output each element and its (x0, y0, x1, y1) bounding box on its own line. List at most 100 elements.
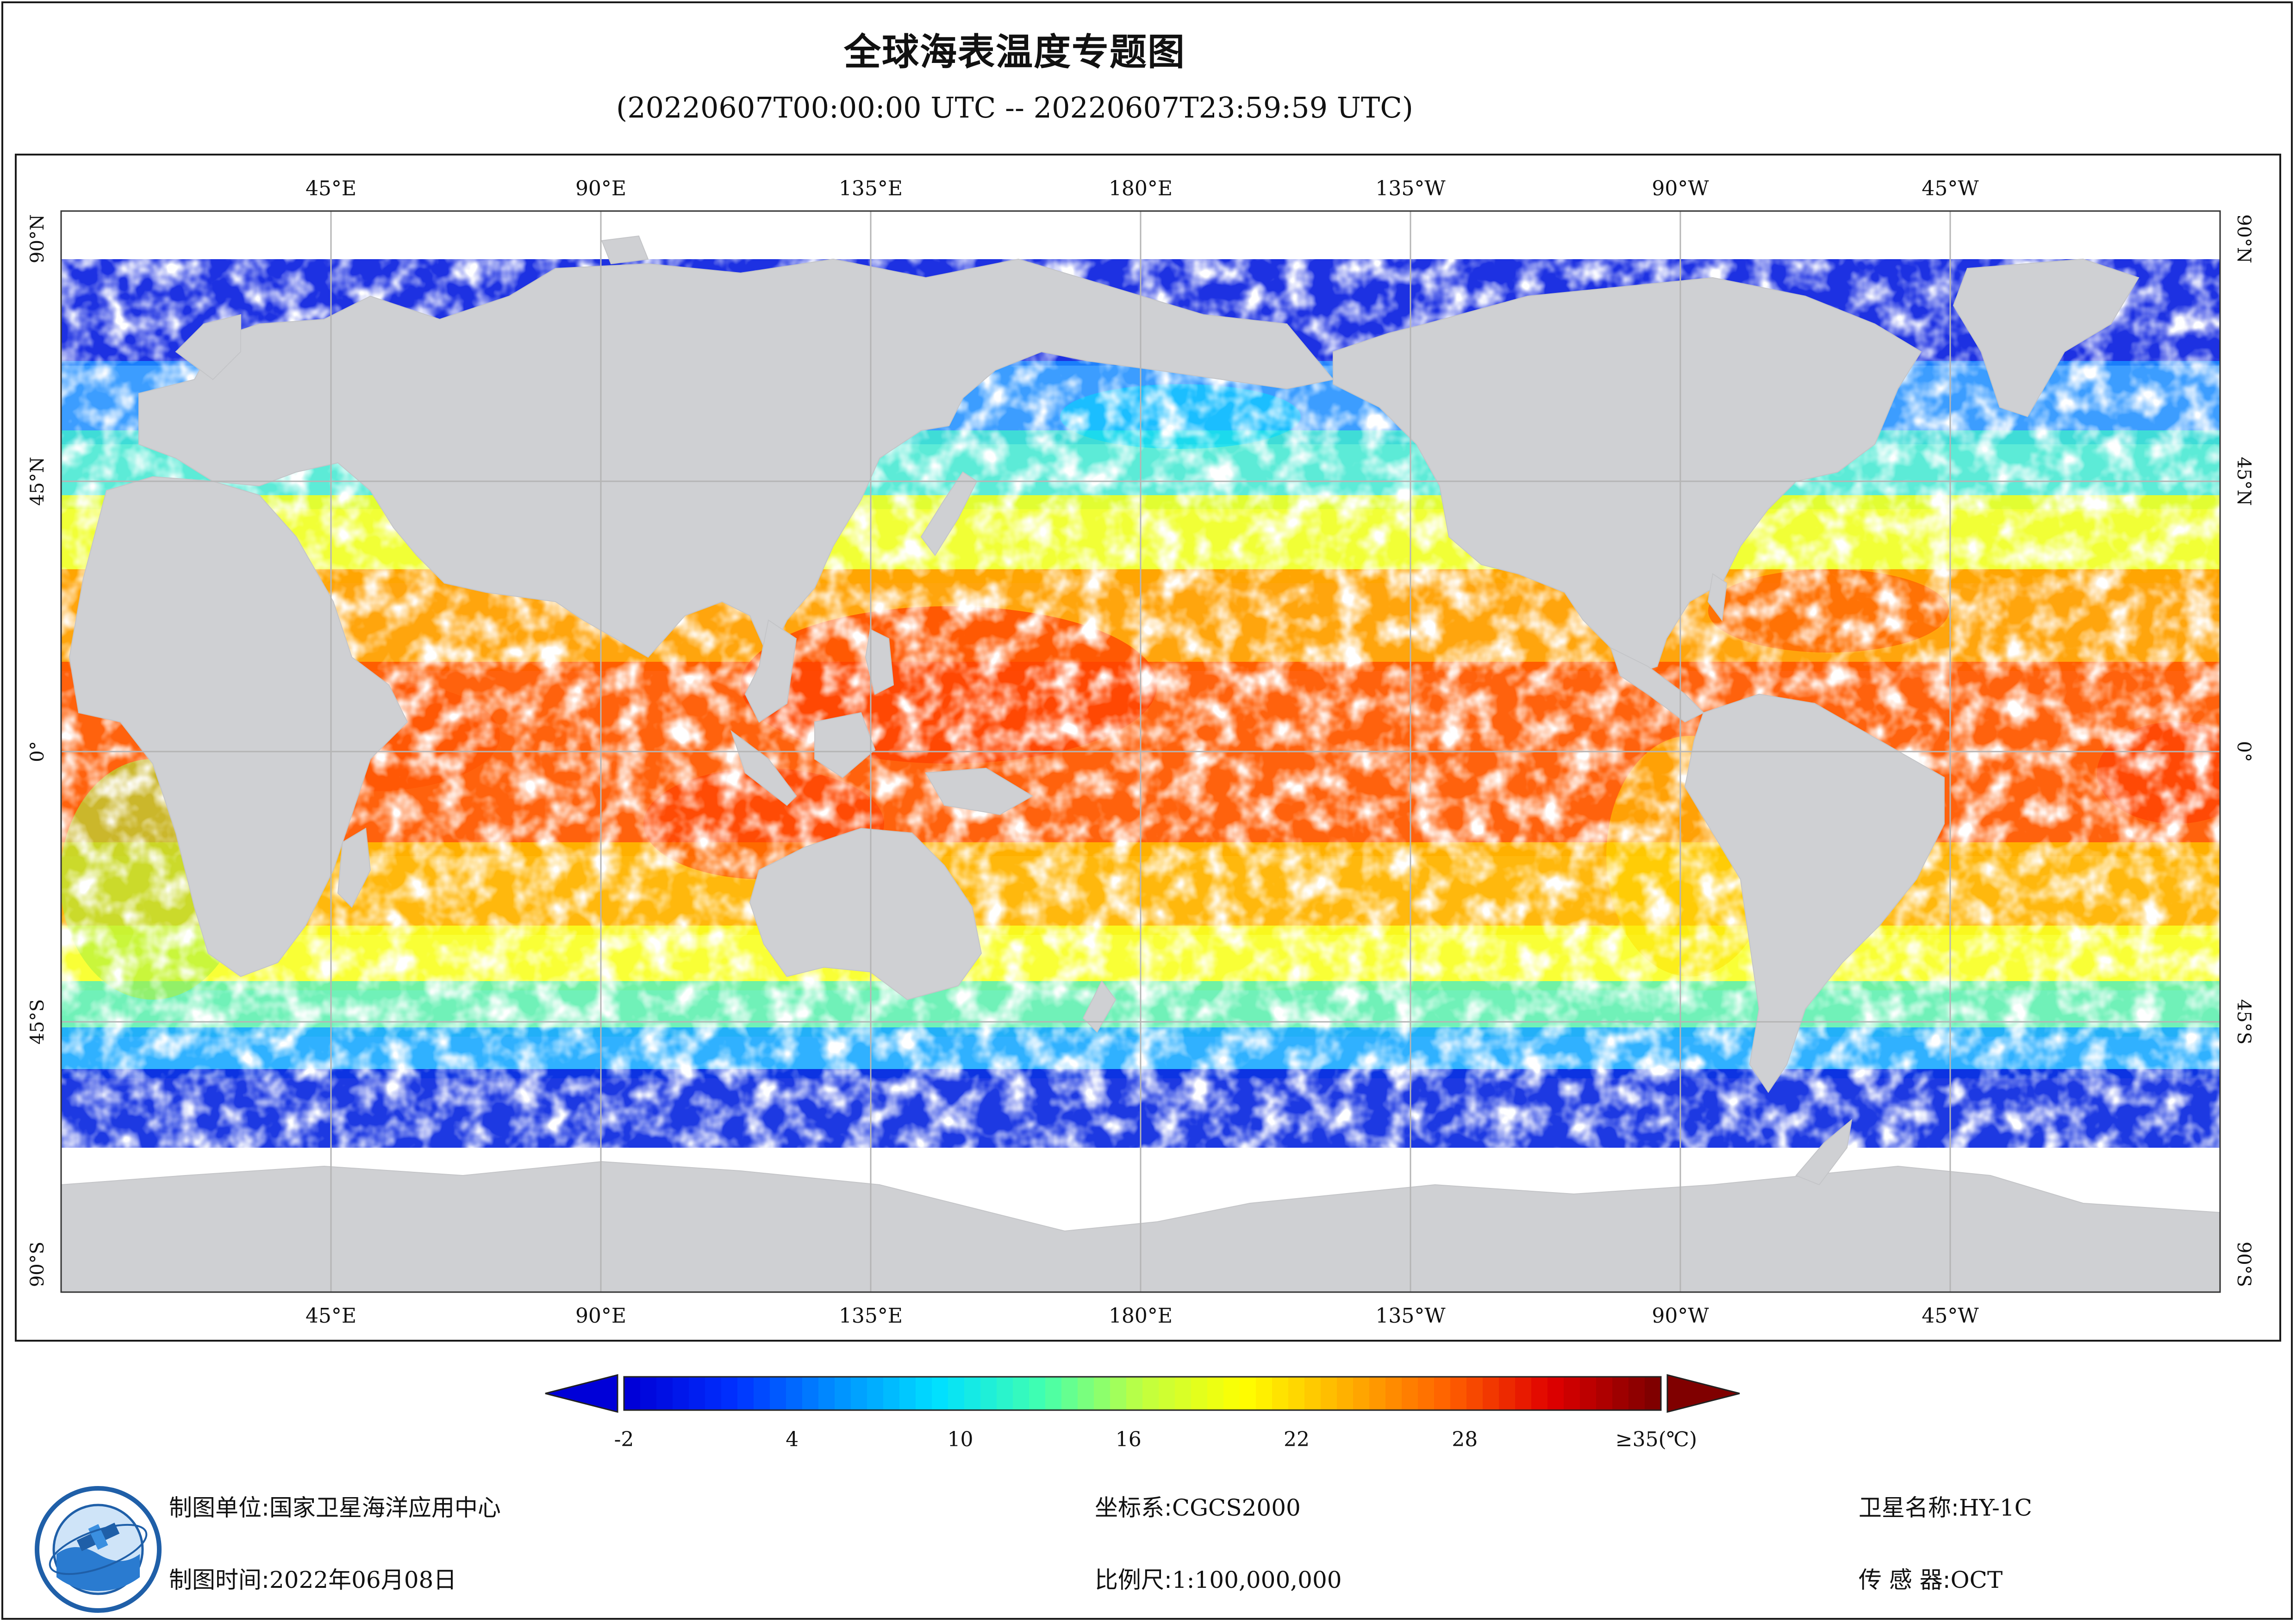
colorbar-segment (1272, 1377, 1289, 1410)
lon-labels-bottom: 45°E 90°E 135°E 180°E 135°W 90°W 45°W (306, 1304, 1979, 1328)
colorbar-segment (916, 1377, 932, 1410)
colorbar-segment (1013, 1377, 1029, 1410)
colorbar-segment (948, 1377, 965, 1410)
sensor-field: 传 感 器:OCT (1859, 1561, 2003, 1595)
sensor-label: 传 感 器: (1859, 1567, 1951, 1593)
colorbar-tick-label: 22 (1284, 1428, 1310, 1451)
scale-label: 比例尺: (1095, 1567, 1172, 1593)
colorbar-tick-label: 28 (1452, 1428, 1478, 1451)
colorbar-segment (705, 1377, 722, 1410)
land-eurasia (138, 258, 1334, 659)
satellite-field: 卫星名称:HY-1C (1859, 1489, 2032, 1523)
colorbar-segment (818, 1377, 835, 1410)
lat-label-left: 45°N (27, 457, 48, 506)
colorbar-segment (1207, 1377, 1224, 1410)
colorbar-segment (867, 1377, 884, 1410)
colorbar-segment (1159, 1377, 1175, 1410)
lon-label-top: 90°E (575, 177, 626, 200)
land-antarctic-peninsula (1795, 1119, 1853, 1186)
colorbar-segment (1288, 1377, 1305, 1410)
colorbar-min-arrow (545, 1374, 618, 1413)
colorbar-segment (1499, 1377, 1516, 1410)
colorbar-segment (1628, 1377, 1645, 1410)
map-frame (15, 154, 2281, 1342)
lon-label-bottom: 135°W (1375, 1304, 1446, 1328)
land-svalbard (601, 235, 649, 265)
land-newguinea (925, 767, 1033, 815)
colorbar-segment (1029, 1377, 1046, 1410)
lat-label-left: 90°N (27, 214, 48, 263)
producer-field: 制图单位:国家卫星海洋应用中心 (169, 1489, 501, 1523)
crs-value: CGCS2000 (1172, 1494, 1301, 1521)
producer-value: 国家卫星海洋应用中心 (269, 1494, 501, 1521)
lat-labels-right: 90°N 45°N 0° 45°S 90°S (2233, 214, 2254, 1287)
lon-label-top: 180°E (1109, 177, 1173, 200)
colorbar-segment (1515, 1377, 1532, 1410)
map-title: 全球海表温度专题图 (844, 31, 1185, 74)
lat-label-left: 0° (27, 741, 48, 762)
colorbar-segment (1612, 1377, 1629, 1410)
colorbar-segment (1564, 1377, 1580, 1410)
land-indochina (744, 619, 797, 723)
nsoas-logo-icon (35, 1486, 162, 1613)
colorbar-segment (1256, 1377, 1273, 1410)
colorbar-segment (899, 1377, 916, 1410)
land-sumatra (730, 730, 797, 806)
lon-label-bottom: 90°E (575, 1304, 626, 1328)
land-scandinavia (175, 314, 241, 380)
colorbar-segment (1321, 1377, 1337, 1410)
colorbar-segment (1385, 1377, 1402, 1410)
colorbar-segment (1126, 1377, 1143, 1410)
colorbar-segment (1110, 1377, 1127, 1410)
land-philippines (865, 628, 894, 695)
land-africa (69, 476, 408, 977)
colorbar-segment (1645, 1377, 1661, 1410)
colorbar-segment (1434, 1377, 1451, 1410)
colorbar-tick-label: 10 (947, 1428, 973, 1451)
colorbar-segment (1580, 1377, 1597, 1410)
colorbar-segment (851, 1377, 867, 1410)
sensor-value: OCT (1950, 1567, 2003, 1593)
colorbar-segment (770, 1377, 786, 1410)
colorbar-segment (997, 1377, 1013, 1410)
lat-label-right: 90°S (2233, 1242, 2254, 1287)
lat-labels-left: 90°N 45°N 0° 45°S 90°S (27, 214, 48, 1287)
colorbar-segment (624, 1377, 641, 1410)
colorbar-segment (1418, 1377, 1435, 1410)
colorbar: -2 4 10 16 22 28 ≥35(℃) (545, 1374, 1740, 1451)
colorbar-segment (835, 1377, 851, 1410)
colorbar-frame (623, 1376, 1662, 1411)
colorbar-segment (754, 1377, 770, 1410)
graticule (61, 211, 2220, 1292)
land-south-america (1684, 693, 1945, 1093)
colorbar-segment (737, 1377, 754, 1410)
lat-label-left: 90°S (27, 1242, 48, 1287)
colorbar-segment (656, 1377, 673, 1410)
colorbar-segment (1191, 1377, 1208, 1410)
land-borneo (814, 712, 876, 778)
colorbar-segment (1240, 1377, 1256, 1410)
colorbar-segment (883, 1377, 900, 1410)
time-value: 2022年06月08日 (269, 1567, 457, 1593)
colorbar-segment (1304, 1377, 1321, 1410)
scale-field: 比例尺:1:100,000,000 (1095, 1561, 1342, 1595)
colorbar-segment (673, 1377, 689, 1410)
colorbar-segment (1450, 1377, 1467, 1410)
map-inner-border (60, 210, 2221, 1293)
map-content (61, 211, 2220, 1292)
land-greenland (1953, 258, 2140, 417)
colorbar-segment (1547, 1377, 1564, 1410)
lat-label-right: 45°S (2233, 999, 2254, 1045)
land-australia (749, 827, 982, 1001)
lat-label-left: 45°S (27, 999, 48, 1045)
colorbar-segment (980, 1377, 997, 1410)
lat-label-right: 90°N (2233, 214, 2254, 263)
colorbar-tick-label: -2 (614, 1428, 634, 1451)
colorbar-tick-label: ≥35(℃) (1616, 1428, 1697, 1451)
producer-label: 制图单位: (169, 1494, 269, 1521)
satellite-value: HY-1C (1959, 1494, 2032, 1521)
scale-value: 1:100,000,000 (1172, 1567, 1342, 1593)
lon-label-top: 135°E (839, 177, 903, 200)
